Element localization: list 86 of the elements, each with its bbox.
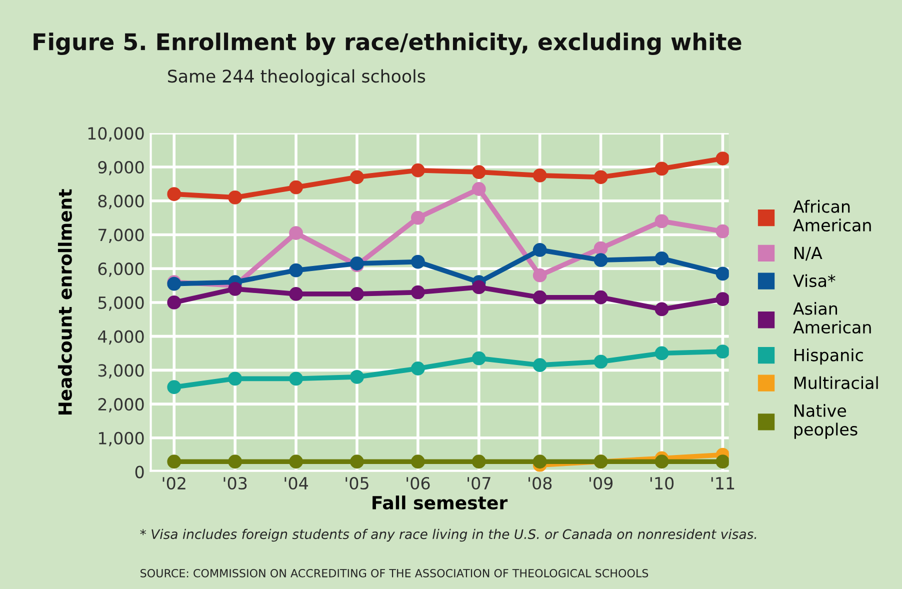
text: * Visa includes foreign students of any race living in the U.S. or Canada on nonresident visas.	[140, 528, 756, 542]
x-tick-label: '08	[528, 476, 552, 490]
point	[532, 268, 547, 282]
y-tick-label: 10,000	[88, 127, 144, 142]
point	[532, 454, 547, 469]
point	[472, 351, 486, 366]
x-tick-label: '03	[224, 476, 247, 490]
point	[594, 290, 608, 304]
point	[410, 285, 425, 300]
point	[410, 362, 425, 376]
point	[410, 254, 425, 269]
legend-label: Visa*	[793, 274, 836, 288]
point	[167, 454, 182, 469]
chart-title: Figure 5. Enrollment by race/ethnicity, excluding white	[34, 32, 742, 56]
point	[654, 251, 669, 266]
point	[654, 454, 669, 469]
legend-label: N/A	[794, 246, 822, 261]
point	[167, 296, 182, 310]
point	[532, 243, 547, 257]
point	[289, 454, 303, 469]
point	[472, 454, 486, 469]
point	[350, 454, 364, 469]
point	[289, 226, 303, 240]
point	[594, 241, 608, 256]
y-tick-label: 0	[135, 466, 144, 478]
point	[350, 370, 364, 384]
point	[228, 372, 242, 386]
point	[716, 454, 729, 469]
point	[350, 170, 364, 184]
point	[228, 454, 242, 469]
x-tick-label: '04	[284, 476, 308, 490]
point	[167, 187, 182, 202]
y-tick-label: 2,000	[98, 398, 144, 412]
x-tick-label: '11	[711, 477, 734, 490]
point	[289, 287, 303, 301]
x-tick-label: '09	[590, 476, 613, 490]
source-note: SOURCE: COMMISSION ON ACCREDITING OF THE ASSOCIATION OF THEOLOGICAL SCHOOLS	[140, 568, 648, 578]
y-tick-label: 6,000	[98, 262, 144, 277]
point	[289, 372, 303, 386]
y-tick-label: 4,000	[98, 330, 144, 345]
x-tick-label: '10	[650, 476, 674, 490]
point	[532, 358, 547, 372]
point	[410, 210, 425, 225]
y-tick-label: 3,000	[98, 364, 144, 378]
point	[472, 165, 486, 180]
point	[167, 380, 182, 394]
point	[594, 170, 608, 184]
point	[289, 263, 303, 278]
y-tick-label: 9,000	[98, 160, 144, 176]
legend-label: Native peoples	[794, 404, 858, 439]
point	[654, 346, 669, 360]
point	[654, 214, 669, 228]
x-tick-label: '02	[162, 476, 186, 490]
legend-label: Asian American	[793, 302, 871, 334]
y-tick-label: 7,000	[98, 228, 144, 243]
legend-label: Multiracial	[794, 376, 878, 390]
legend-label: Hispanic	[794, 348, 863, 365]
y-axis-title: Headcount enrollment	[58, 189, 72, 415]
y-tick-label: 1,000	[98, 432, 144, 446]
point	[472, 280, 486, 294]
point	[289, 180, 303, 194]
y-tick-label: 8,000	[98, 194, 144, 210]
point	[716, 292, 729, 306]
point	[594, 354, 608, 369]
point	[654, 302, 669, 316]
point	[350, 287, 364, 301]
point	[410, 163, 425, 178]
x-tick-label: '06	[406, 476, 430, 490]
legend-label: African American	[793, 200, 871, 232]
x-tick-label: '05	[346, 476, 368, 490]
point	[472, 182, 486, 196]
point	[716, 344, 729, 359]
point	[228, 282, 242, 296]
y-tick-label: 5,000	[98, 296, 144, 311]
point	[716, 266, 729, 281]
point	[594, 253, 608, 268]
point	[410, 454, 425, 469]
point	[716, 224, 729, 238]
point	[532, 290, 547, 304]
point	[654, 162, 669, 176]
point	[532, 168, 547, 182]
x-tick-label: '07	[468, 476, 490, 490]
chart-subtitle: Same 244 theological schools	[168, 69, 426, 86]
point	[228, 190, 242, 204]
point	[716, 152, 729, 166]
x-axis-title: Fall semester	[372, 496, 508, 510]
